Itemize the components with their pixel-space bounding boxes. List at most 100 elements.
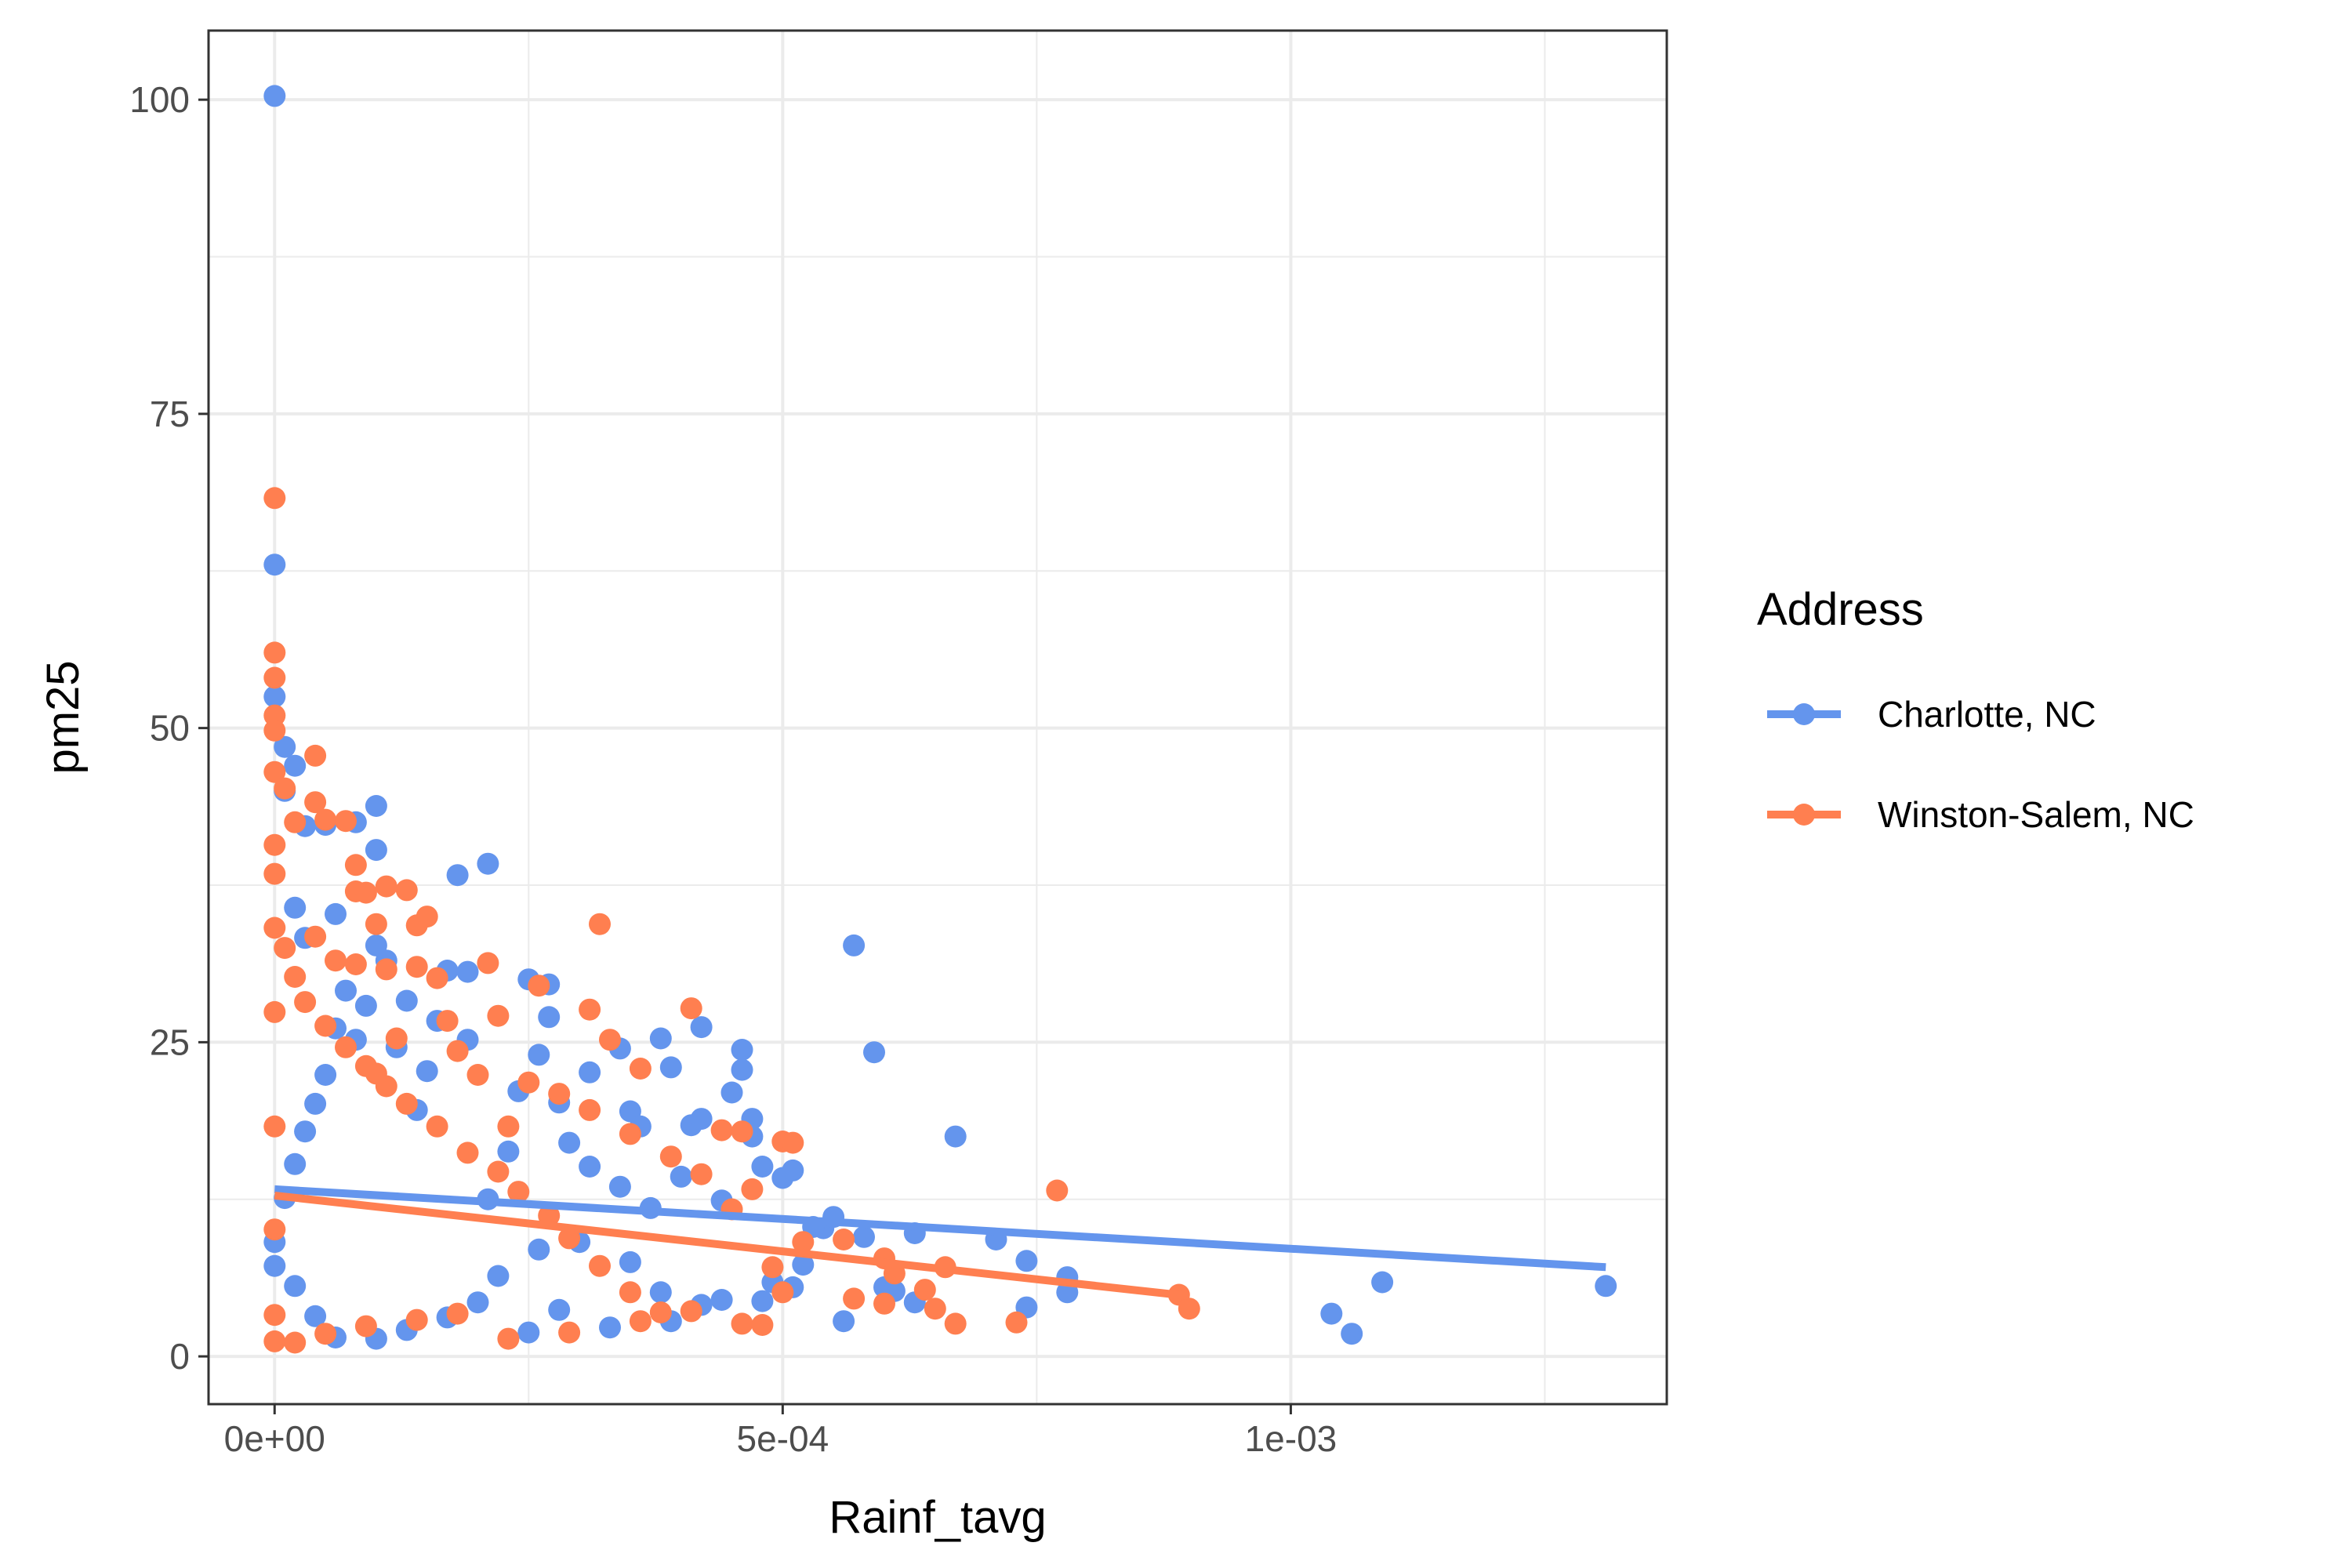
data-point (405, 1308, 428, 1331)
data-point (944, 1312, 967, 1335)
data-point (1005, 1311, 1028, 1334)
data-point (690, 1108, 713, 1131)
data-point (659, 1056, 682, 1079)
data-point (629, 1058, 652, 1080)
data-point (263, 760, 286, 783)
data-point (456, 1142, 479, 1164)
legend-title: Address (1757, 584, 1924, 635)
data-point (579, 1061, 601, 1083)
legend-label: Charlotte, NC (1878, 694, 2096, 735)
x-tick-label: 0e+00 (224, 1418, 325, 1459)
data-point (670, 1165, 692, 1188)
data-point (263, 685, 286, 708)
data-point (497, 1140, 520, 1163)
x-axis-title: Rainf_tavg (829, 1492, 1046, 1543)
data-point (710, 1119, 733, 1142)
data-point (528, 1238, 550, 1261)
data-point (680, 997, 702, 1020)
data-point (1371, 1271, 1394, 1294)
panel-border (207, 29, 1668, 1406)
data-point (416, 1060, 438, 1083)
data-point (263, 704, 286, 727)
data-point (538, 1006, 561, 1029)
data-point (385, 1027, 408, 1050)
data-point (528, 975, 550, 997)
data-point (517, 1321, 540, 1344)
data-point (517, 1071, 540, 1094)
data-point (1320, 1302, 1343, 1325)
data-point (497, 1327, 520, 1350)
data-point (1046, 1179, 1069, 1202)
data-point (375, 958, 397, 981)
data-point (375, 875, 397, 898)
data-point (579, 1156, 601, 1178)
data-point (284, 811, 307, 833)
trend-lines (274, 1185, 1606, 1301)
y-tick-label: 100 (129, 79, 190, 120)
data-point (944, 1125, 967, 1148)
data-point (263, 1304, 286, 1327)
data-point (619, 1250, 641, 1273)
data-point (263, 487, 286, 510)
data-point (599, 1316, 621, 1339)
data-point (304, 791, 327, 814)
data-point (354, 1315, 377, 1338)
data-point (405, 956, 428, 978)
data-point (274, 777, 296, 800)
x-tick-label: 1e-03 (1245, 1418, 1338, 1459)
data-point (365, 839, 387, 862)
trend-line-2 (274, 1191, 1190, 1301)
y-axis-title: pm25 (38, 660, 89, 774)
data-point (599, 1029, 621, 1051)
data-point (873, 1292, 895, 1315)
panel-background (209, 31, 1667, 1404)
data-point (649, 1027, 672, 1050)
data-point (446, 1302, 469, 1325)
data-point (690, 1016, 713, 1039)
y-tick-label: 50 (150, 708, 190, 749)
data-point (528, 1044, 550, 1066)
data-point (720, 1081, 743, 1104)
data-point (354, 1054, 377, 1077)
data-point (863, 1041, 885, 1064)
data-point (792, 1254, 815, 1276)
data-point (466, 1291, 489, 1314)
x-tick-label: 5e-04 (737, 1418, 829, 1459)
data-point (1341, 1323, 1363, 1345)
data-point (263, 833, 286, 856)
data-point (304, 1092, 327, 1115)
data-point (487, 1160, 510, 1183)
data-point (680, 1300, 702, 1323)
y-tick-label: 75 (150, 394, 190, 434)
data-point (395, 1092, 418, 1115)
legend-items: Charlotte, NC Winston-Salem, NC (1767, 694, 2194, 835)
data-point (354, 994, 377, 1017)
data-point (579, 998, 601, 1021)
data-point (344, 854, 367, 877)
data-point (751, 1156, 774, 1178)
data-point (304, 925, 327, 948)
data-point (263, 1330, 286, 1352)
plot-panel (207, 29, 1668, 1406)
data-point (558, 1131, 581, 1154)
axes: 0e+00 5e-04 1e-03 0 25 50 75 100 (129, 79, 1337, 1459)
data-point (659, 1145, 682, 1168)
data-point (426, 1115, 448, 1138)
data-point (589, 913, 611, 935)
data-point (446, 1040, 469, 1062)
data-point (344, 953, 367, 975)
data-point (731, 1039, 753, 1061)
data-point (263, 1254, 286, 1277)
data-point (335, 810, 357, 833)
data-point (335, 979, 357, 1002)
legend-label: Winston-Salem, NC (1878, 794, 2194, 835)
data-point (690, 1163, 713, 1185)
data-point (548, 1083, 571, 1105)
data-point (284, 1152, 307, 1175)
data-point (619, 1281, 641, 1304)
data-point (304, 744, 327, 767)
data-point (843, 934, 866, 956)
data-point (456, 960, 479, 983)
data-point (284, 1275, 307, 1298)
